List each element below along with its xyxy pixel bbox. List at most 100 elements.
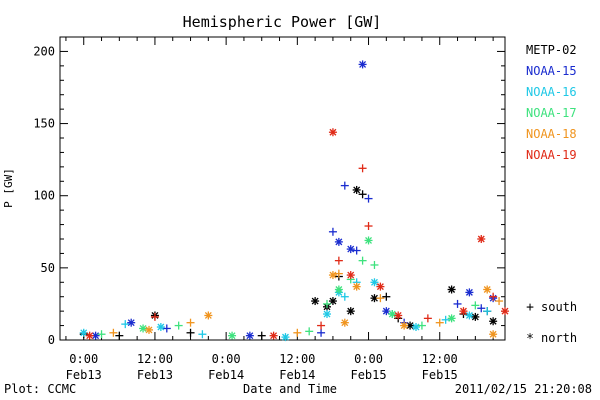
point-noaa-17-north (388, 310, 397, 319)
point-noaa-19-north (85, 331, 94, 340)
point-noaa-16-north (323, 310, 331, 319)
point-metp-02-north (352, 185, 361, 194)
point-noaa-15-north (382, 307, 391, 316)
point-noaa-15-south (364, 194, 373, 203)
point-noaa-17-south (471, 301, 480, 310)
point-noaa-15-south (340, 181, 349, 190)
point-noaa-18-south (435, 318, 444, 327)
south-marker-label: south (541, 300, 577, 314)
legend-item-noaa-18: NOAA-18 (526, 127, 577, 141)
point-noaa-19-north (501, 307, 509, 316)
point-metp-02-south (186, 328, 195, 337)
y-tick-label: 150 (33, 117, 55, 131)
point-noaa-19-north (477, 235, 486, 243)
point-noaa-18-north (483, 285, 492, 294)
point-metp-02-north (311, 297, 320, 306)
point-metp-02-north (346, 307, 355, 316)
plot-credit: Plot: CCMC (4, 382, 76, 396)
point-noaa-15-north (127, 318, 136, 327)
y-axis: 0 50 100 150 200 (33, 36, 505, 347)
point-noaa-19-north (459, 307, 468, 316)
legend-item-noaa-19: NOAA-19 (526, 148, 577, 162)
x-tick-label-time: 0:00 (212, 352, 241, 366)
legend-item-metp-02: METP-02 (526, 43, 577, 57)
point-noaa-15-south (352, 246, 361, 255)
chart-title: Hemispheric Power [GW] (183, 13, 382, 31)
x-tick-label-date: Feb13 (66, 368, 102, 382)
point-noaa-18-south (186, 318, 195, 327)
x-tick-label-time: 0:00 (69, 352, 98, 366)
point-noaa-18-south (495, 297, 504, 306)
point-noaa-19-north (376, 282, 385, 291)
x-tick-label-date: Feb15 (422, 368, 458, 382)
point-noaa-16-south (483, 307, 492, 316)
point-noaa-19-south (423, 314, 432, 323)
point-noaa-19-north (346, 271, 355, 280)
point-metp-02-south (257, 331, 266, 340)
y-tick-label: 100 (33, 189, 55, 203)
point-noaa-16-north (79, 328, 88, 337)
y-tick-label: 0 (48, 333, 55, 347)
point-noaa-15-north (346, 245, 355, 254)
point-noaa-18-north (400, 321, 409, 330)
series-legend: METP-02 NOAA-15 NOAA-16 NOAA-17 NOAA-18 NOAA-… (526, 43, 577, 162)
point-noaa-15-south (328, 227, 337, 236)
point-noaa-17-north (139, 324, 148, 333)
x-tick-label-time: 12:00 (137, 352, 173, 366)
point-noaa-16-north (412, 323, 420, 332)
point-noaa-15-north (465, 288, 474, 297)
point-noaa-17-south (358, 256, 367, 265)
point-metp-02-north (489, 317, 498, 326)
point-noaa-17-north (228, 331, 237, 340)
point-noaa-19-south (489, 292, 498, 301)
point-noaa-15-north (358, 60, 367, 69)
point-noaa-18-south (334, 269, 343, 278)
point-noaa-15-north (245, 331, 254, 340)
point-noaa-16-north (281, 333, 290, 342)
point-noaa-17-north (334, 285, 343, 294)
point-noaa-18-north (352, 282, 361, 291)
x-tick-label-date: Feb14 (208, 368, 244, 382)
point-noaa-17-south (174, 321, 183, 330)
marker-legend: + south * north (526, 300, 577, 347)
point-noaa-15-south (477, 304, 486, 313)
point-noaa-16-north (465, 311, 474, 320)
data-points (79, 60, 509, 342)
point-metp-02-south (358, 190, 367, 199)
point-noaa-18-north (204, 311, 213, 320)
point-noaa-15-north (334, 237, 343, 246)
point-noaa-18-north (340, 318, 349, 327)
y-axis-label: P [GW] (2, 168, 15, 208)
point-noaa-19-south (358, 164, 367, 173)
x-tick-label-date: Feb13 (137, 368, 173, 382)
point-noaa-17-south (323, 299, 331, 308)
x-tick-label-time: 12:00 (279, 352, 315, 366)
x-axis-label: Date and Time (243, 382, 337, 396)
north-marker-symbol: * (526, 332, 534, 347)
point-noaa-19-south (334, 256, 343, 265)
point-metp-02-south (115, 331, 124, 340)
point-noaa-15-south (453, 299, 462, 308)
point-noaa-16-south (340, 292, 349, 301)
x-tick-label-date: Feb15 (350, 368, 386, 382)
point-metp-02-north (447, 285, 456, 294)
point-noaa-17-south (97, 330, 106, 339)
point-metp-02-south (382, 292, 391, 301)
legend-item-noaa-16: NOAA-16 (526, 85, 577, 99)
point-noaa-16-south (121, 320, 130, 329)
point-metp-02-north (471, 312, 480, 321)
legend-item-noaa-15: NOAA-15 (526, 64, 577, 78)
north-marker-label: north (541, 331, 577, 345)
point-noaa-19-north (394, 311, 403, 320)
point-noaa-17-north (447, 314, 456, 323)
legend-item-noaa-17: NOAA-17 (526, 106, 577, 120)
y-tick-label: 200 (33, 44, 55, 58)
point-noaa-19-south (317, 321, 326, 330)
point-noaa-17-south (305, 327, 314, 336)
point-noaa-16-south (441, 315, 450, 324)
x-tick-label-time: 12:00 (422, 352, 458, 366)
point-noaa-19-south (150, 312, 159, 321)
point-noaa-18-north (489, 330, 498, 339)
point-noaa-17-north (364, 236, 373, 245)
